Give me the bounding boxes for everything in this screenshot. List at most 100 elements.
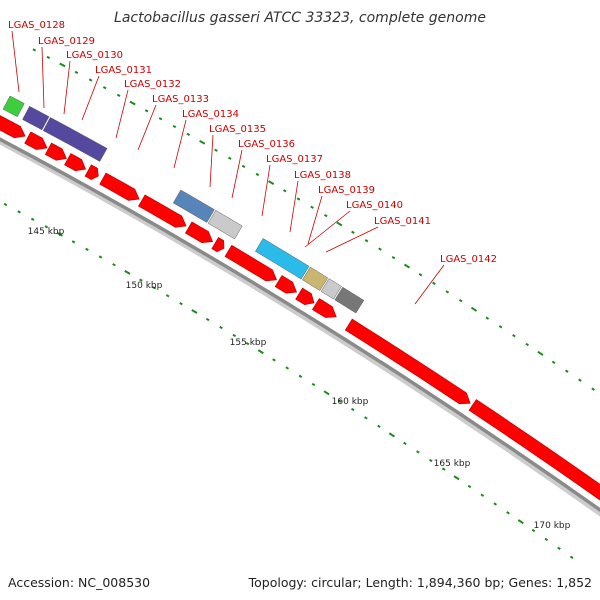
gene-label-leader-line — [231, 149, 243, 199]
outer-tick-mark — [485, 316, 490, 320]
cds-feature-arrow — [184, 221, 214, 244]
scale-tick-mark — [298, 374, 303, 378]
scale-tick-mark — [191, 309, 198, 314]
gene-box-indigo — [42, 117, 108, 162]
tick-marks — [3, 48, 595, 559]
gene-label: LGAS_0129 — [38, 36, 95, 47]
scale-tick-mark — [480, 493, 485, 497]
outer-tick-mark — [186, 132, 191, 137]
outer-tick-mark — [418, 273, 423, 277]
gene-label-leader-line — [137, 104, 157, 151]
outer-tick-mark — [255, 172, 260, 177]
outer-tick-mark — [364, 239, 369, 243]
scale-tick-mark — [152, 286, 157, 290]
outer-tick-mark — [470, 306, 478, 312]
gene-label: LGAS_0137 — [266, 154, 323, 165]
outer-tick-mark — [199, 139, 206, 145]
scale-tick-mark — [245, 341, 250, 346]
map-title: Lactobacillus gasseri ATCC 33323, comple… — [114, 10, 486, 26]
gene-label: LGAS_0134 — [182, 109, 239, 120]
cds-feature-arrow — [99, 172, 140, 201]
outer-tick-mark — [129, 100, 136, 106]
gene-label-leader-line — [11, 30, 20, 93]
scale-tick-mark — [337, 399, 342, 403]
outer-tick-mark — [268, 180, 275, 185]
scale-tick-mark — [124, 270, 131, 275]
outer-tick-mark — [403, 263, 411, 269]
gene-label: LGAS_0141 — [374, 216, 431, 227]
gene-box-sky-blue — [255, 238, 310, 280]
scale-tick-mark — [205, 317, 210, 322]
gene-label-leader-line — [307, 195, 323, 245]
outer-tick-mark — [578, 378, 582, 382]
cds-feature-arrow — [44, 142, 67, 161]
gene-box-tan — [302, 266, 329, 291]
cds-feature-arrow — [311, 298, 337, 318]
gene-label: LGAS_0139 — [318, 185, 375, 196]
scale-tick-mark — [17, 210, 21, 214]
outer-tick-mark — [391, 255, 396, 260]
gene-label-leader-line — [41, 46, 45, 109]
outer-tick-mark — [564, 369, 569, 373]
cds-feature-arrow — [211, 237, 225, 253]
scale-tick-mark — [30, 217, 35, 221]
kbp-scale-label: 165 kbp — [434, 459, 471, 469]
outer-tick-mark — [512, 334, 516, 338]
scale-tick-mark — [44, 225, 49, 229]
scale-tick-mark — [219, 325, 223, 330]
outer-tick-mark — [296, 197, 301, 201]
genome-summary-text: Topology: circular; Length: 1,894,360 bp… — [248, 575, 592, 590]
outer-tick-mark — [498, 325, 503, 329]
scale-tick-mark — [544, 537, 549, 542]
outer-tick-mark — [214, 148, 218, 152]
gene-box-indigo — [22, 105, 50, 131]
gene-label-leader-line — [115, 89, 129, 139]
cds-feature-arrow — [274, 275, 298, 294]
outer-tick-mark — [241, 164, 246, 169]
scale-tick-mark — [388, 432, 395, 438]
gene-label: LGAS_0133 — [152, 94, 209, 105]
gene-label-leader-line — [289, 180, 299, 233]
kbp-scale-label: 150 kbp — [126, 281, 163, 291]
cds-feature-arrow — [295, 287, 315, 306]
cds-feature-arrow — [84, 164, 99, 180]
scale-tick-mark — [493, 502, 498, 506]
scale-tick-mark — [285, 366, 290, 370]
cds-feature-arrow — [468, 399, 600, 501]
gene-label-leader-line — [261, 164, 271, 217]
outer-tick-mark — [323, 213, 328, 218]
outer-tick-mark — [591, 387, 595, 391]
gene-label: LGAS_0135 — [209, 124, 266, 135]
scale-tick-mark — [3, 202, 8, 207]
gene-box-light-grey — [320, 278, 342, 300]
gene-label-leader-line — [63, 60, 71, 115]
scale-tick-mark — [364, 416, 368, 420]
outer-tick-mark — [228, 156, 232, 160]
scale-tick-mark — [403, 441, 407, 446]
kbp-scale: 145 kbp 150 kbp 155 kbp 160 kbp 165 kbp 170 k… — [28, 227, 571, 531]
outer-tick-mark — [445, 290, 450, 294]
scale-tick-mark — [506, 511, 510, 515]
outer-tick-mark — [351, 230, 355, 234]
cds-feature-arrow — [224, 244, 278, 282]
scale-tick-mark — [428, 458, 433, 463]
cds-feature-arrow — [138, 194, 187, 228]
scale-tick-mark — [112, 263, 116, 267]
kbp-scale-label: 160 kbp — [332, 397, 369, 407]
scale-tick-mark — [232, 333, 237, 338]
outer-tick-mark — [525, 342, 530, 347]
gene-label-leader-line — [209, 134, 214, 188]
gene-label: LGAS_0136 — [238, 139, 295, 150]
scale-tick-mark — [98, 255, 103, 259]
gene-box-light-grey — [207, 209, 243, 240]
gene-label-leader-line — [325, 226, 379, 253]
outer-tick-mark — [88, 78, 93, 82]
outer-tick-mark — [282, 189, 287, 193]
outer-tick-mark — [158, 117, 163, 121]
gene-label-leader-line — [173, 119, 187, 169]
gene-labels: LGAS_0128 LGAS_0129 LGAS_0130 LGAS_0131 LGAS… — [8, 20, 497, 305]
gene-box-green — [2, 95, 25, 118]
backbone-strand — [0, 137, 600, 513]
outer-tick-mark — [32, 48, 37, 52]
